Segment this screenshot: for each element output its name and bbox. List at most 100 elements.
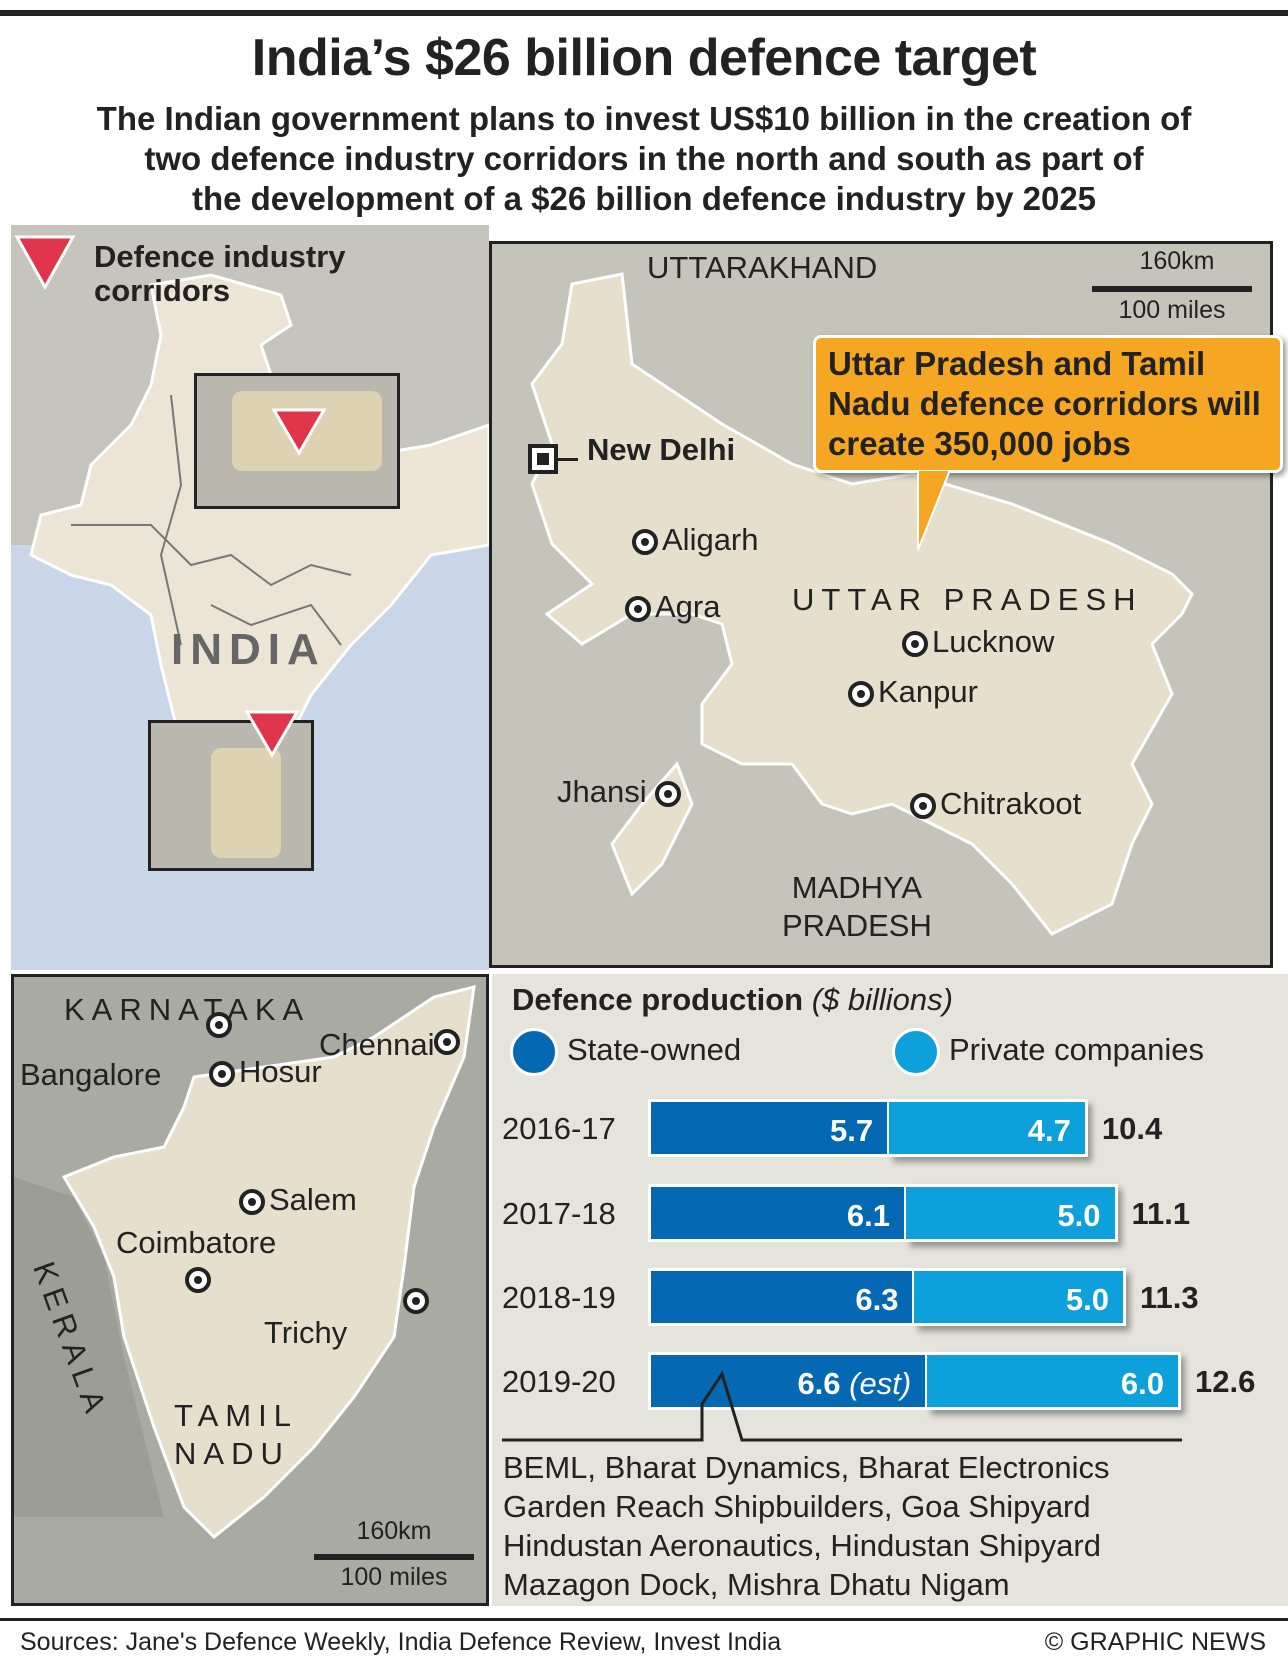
city-marker-icon (209, 1060, 235, 1087)
city-marker-icon (206, 1012, 233, 1038)
india-label: INDIA (171, 625, 326, 674)
category-label: 2018-19 (502, 1280, 616, 1315)
city-hosur: Hosur (209, 1054, 322, 1090)
category-label: 2019-20 (502, 1364, 616, 1399)
city-marker-icon (910, 792, 936, 819)
city-name: Salem (269, 1182, 357, 1217)
state-label-line: PRADESH (782, 908, 932, 943)
triangle-marker-icon (271, 408, 327, 456)
company-line: Hindustan Aeronautics, Hindustan Shipyar… (503, 1528, 1101, 1563)
chart-title-text: Defence production (512, 982, 804, 1017)
legend-label-state: State-owned (567, 1032, 742, 1067)
city-marker-icon (184, 1267, 211, 1293)
jobs-callout: Uttar Pradesh and Tamil Nadu defence cor… (813, 335, 1283, 473)
state-label-tamil-nadu: TAMIL NADU (174, 1397, 298, 1473)
sources: Sources: Jane's Defence Weekly, India De… (20, 1628, 782, 1656)
state-label-karnataka: KARNATAKA (64, 992, 311, 1027)
total-label: 11.1 (1131, 1196, 1191, 1231)
data-label: 6.0 (1120, 1366, 1164, 1401)
city-marker-icon (239, 1188, 265, 1215)
state-owned-companies-list: BEML, Bharat Dynamics, Bharat Electronic… (503, 1448, 1109, 1604)
city-name: Hosur (239, 1054, 322, 1089)
data-label: 5.7 (830, 1113, 874, 1148)
city-coimbatore: Coimbatore (116, 1225, 277, 1260)
city-marker-icon (902, 630, 928, 657)
total-label: 12.6 (1194, 1364, 1256, 1399)
bar-private: 5.0 (906, 1184, 1118, 1242)
data-label: 6.1 (846, 1198, 891, 1233)
callout-pointer (917, 470, 952, 551)
footer-rule (0, 1618, 1288, 1621)
state-label-line: NADU (174, 1436, 290, 1471)
capital-icon (528, 444, 558, 474)
total-label: 11.3 (1139, 1280, 1199, 1315)
data-label: 6.6 (797, 1366, 841, 1401)
scale-km: 160km (1139, 247, 1215, 275)
data-label: 5.0 (1065, 1282, 1109, 1317)
bar-state-owned: 6.3 (648, 1268, 915, 1326)
city-marker-icon (625, 595, 651, 622)
legend-label: Defence industry (94, 239, 346, 274)
data-label: 6.3 (855, 1282, 899, 1317)
city-trichy: Trichy (264, 1315, 348, 1350)
data-label: 4.7 (1027, 1113, 1071, 1148)
legend-label-private: Private companies (949, 1032, 1205, 1067)
bar-state-owned: 6.6 (est) (648, 1352, 928, 1410)
city-lucknow: Lucknow (902, 624, 1054, 660)
tn-highlight (211, 748, 281, 858)
city-marker-icon (655, 780, 682, 807)
city-chitrakoot: Chitrakoot (910, 786, 1081, 822)
state-label-line: TAMIL (174, 1398, 298, 1433)
scale-bar (1092, 286, 1252, 292)
city-marker-icon (434, 1029, 460, 1055)
city-name: Aligarh (662, 522, 759, 557)
scale-miles: 100 miles (1118, 296, 1226, 324)
city-salem: Salem (239, 1182, 357, 1218)
copyright: © GRAPHIC NEWS (1044, 1628, 1266, 1656)
legend-swatch-private (892, 1028, 940, 1076)
state-label-line: MADHYA (791, 870, 923, 905)
scale-km: 160km (356, 1517, 432, 1545)
state-label-uttar-pradesh: UTTAR PRADESH (792, 582, 1143, 617)
state-label-madhya-pradesh: MADHYA PRADESH (782, 869, 932, 945)
triangle-marker-icon (14, 235, 76, 291)
legend-swatch-state (510, 1028, 558, 1076)
category-label: 2017-18 (502, 1196, 616, 1231)
triangle-marker-icon (244, 710, 300, 758)
city-aligarh: Aligarh (632, 522, 759, 558)
tamil-nadu-map: KARNATAKA KERALA TAMIL NADU Chennai Bang… (11, 974, 489, 1606)
city-agra: Agra (625, 589, 720, 625)
subtitle-line: the development of a $26 billion defence… (191, 180, 1097, 217)
defence-production-chart: Defence production ($ billions) State-ow… (492, 974, 1288, 1606)
subtitle-line: two defence industry corridors in the no… (144, 140, 1144, 177)
city-name: Chitrakoot (940, 786, 1082, 821)
state-label-uttarakhand: UTTARAKHAND (647, 250, 878, 285)
city-new-delhi: New Delhi (587, 432, 736, 467)
city-chennai: Chennai (319, 1027, 434, 1063)
corridor-markers (14, 235, 327, 758)
scale-bar (314, 1554, 474, 1560)
scale-miles: 100 miles (340, 1563, 448, 1591)
page-title: India’s $26 billion defence target (251, 29, 1037, 87)
india-map: Defence industry corridors INDIA (11, 225, 489, 970)
bar-private: 6.0 (927, 1352, 1181, 1410)
legend-corridors: Defence industry corridors (94, 240, 346, 308)
subtitle-line: The Indian government plans to invest US… (96, 100, 1192, 137)
bar-state-owned: 6.1 (648, 1184, 907, 1242)
chart-unit: ($ billions) (811, 982, 953, 1017)
city-bangalore: Bangalore (20, 1057, 162, 1092)
city-name: Agra (655, 589, 721, 624)
city-marker-icon (848, 680, 874, 707)
city-name: Chennai (319, 1027, 435, 1062)
city-name: Jhansi (557, 774, 647, 809)
leader-line (558, 458, 578, 461)
city-marker-icon (403, 1288, 430, 1314)
bar-private: 5.0 (914, 1268, 1126, 1326)
city-kanpur: Kanpur (848, 674, 978, 710)
top-rule (0, 10, 1288, 16)
company-line: Mazagon Dock, Mishra Dhatu Nigam (503, 1567, 1010, 1602)
company-line: BEML, Bharat Dynamics, Bharat Electronic… (503, 1450, 1110, 1485)
data-label: 5.0 (1057, 1198, 1101, 1233)
city-marker-icon (632, 528, 658, 555)
city-name: Lucknow (932, 624, 1055, 659)
